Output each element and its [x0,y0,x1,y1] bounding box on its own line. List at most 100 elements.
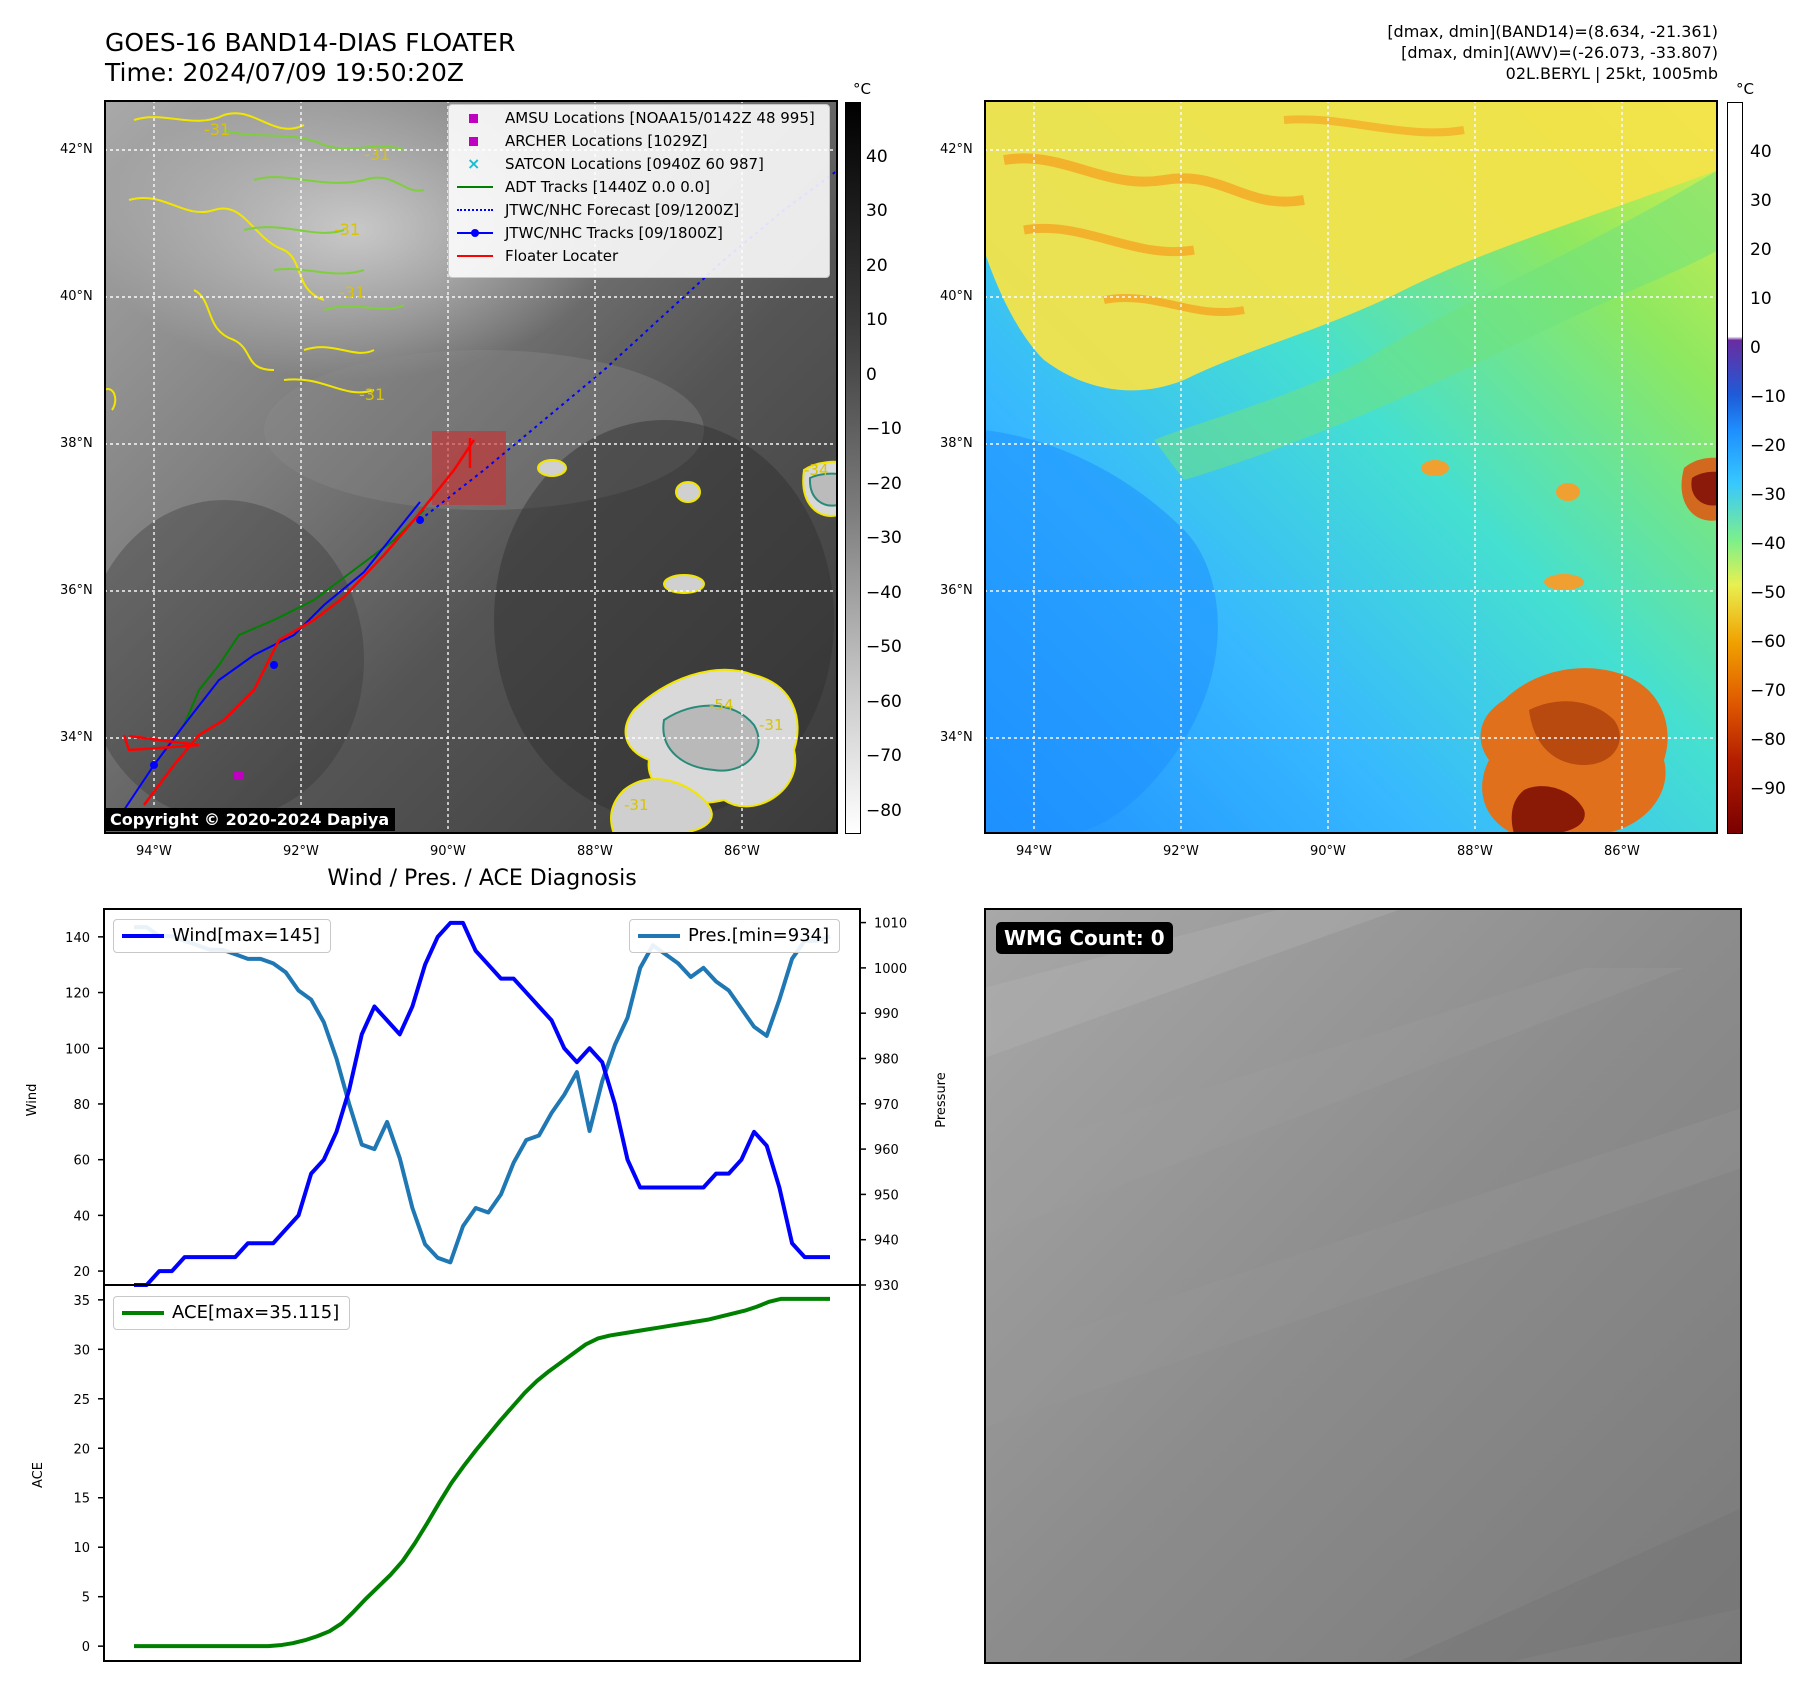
gray-colorbar [845,102,861,834]
lat-tick: 36°N [940,583,973,598]
color-colorbar-tick: −30 [1750,485,1786,505]
gray-colorbar-tick: −30 [866,528,902,548]
ace-tick-label: 20 [73,1442,90,1457]
lat-tick: 42°N [60,142,93,157]
wind-pressure-axes: 20 40 60 80 100 120 140 930 940 950 960 970 980 990 10… [65,908,907,1294]
contour-label: -31 [359,385,385,404]
track-point [270,661,278,669]
diagnosis-title: Wind / Pres. / ACE Diagnosis [327,866,637,891]
title-line-1: GOES-16 BAND14-DIAS FLOATER [105,28,516,57]
wind-series-line [134,920,830,1287]
color-colorbar-tick: −40 [1750,534,1786,554]
pressure-tick-label: 970 [874,1098,899,1113]
lon-tick: 90°W [430,844,466,859]
lat-tick: 34°N [940,730,973,745]
pressure-axis-label: Pressure [934,1072,949,1128]
contour-label: -31 [339,283,365,302]
gray-colorbar-tick: −60 [866,692,902,712]
info-line-1: [dmax, dmin](BAND14)=(8.634, -21.361) [1387,22,1718,41]
pressure-series-line [134,925,831,1265]
wind-tick-label: 80 [73,1098,90,1113]
amsu-location-marker [234,771,243,780]
lat-tick: 40°N [940,289,973,304]
color-colorbar-tick: −20 [1750,436,1786,456]
wv-map-image [984,100,1718,834]
ir-map-panel: -31 -31 -31 -31 -31 -34 -54 -31 -31 AMSU… [84,80,839,835]
color-colorbar-tick: 10 [1750,289,1772,309]
color-colorbar-tick: −70 [1750,681,1786,701]
floater-locater-track [122,734,200,752]
color-colorbar-ticks: 40 30 20 10 0 −10 −20 −30 −40 −50 −60 −7… [1750,102,1794,834]
gray-colorbar-tick: 20 [866,256,888,276]
wind-tick-label: 20 [73,1265,90,1280]
pressure-legend-label: Pres.[min=934] [688,925,830,946]
title-line-2: Time: 2024/07/09 19:50:20Z [105,58,464,87]
gray-colorbar-tick: 30 [866,201,888,221]
lat-tick: 36°N [60,583,93,598]
copyright-badge: Copyright © 2020-2024 Dapiya [104,808,396,831]
map-legend: AMSU Locations [NOAA15/0142Z 48 995] ARC… [448,104,830,278]
ace-axes: 0 5 10 15 20 25 30 35 [73,1284,861,1662]
color-colorbar-tick: 40 [1750,142,1772,162]
pressure-tick-label: 940 [874,1234,899,1249]
wind-legend: Wind[max=145] [113,919,331,953]
ace-tick-label: 25 [73,1393,90,1408]
wmg-count-badge: WMG Count: 0 [996,922,1173,954]
wind-legend-label: Wind[max=145] [172,925,320,946]
wmg-panel: WMG Count: 0 [984,908,1742,1668]
gray-colorbar-tick: −80 [866,801,902,821]
ace-axis-label: ACE [31,1462,46,1488]
contour-label: -31 [624,796,649,814]
wmg-frame [984,908,1742,1664]
legend-item-forecast: JTWC/NHC Forecast [09/1200Z] [457,199,739,221]
legend-item-floater: Floater Locater [457,245,618,267]
dotted-line-icon [457,209,493,211]
ace-tick-label: 0 [82,1640,90,1655]
wind-tick-label: 140 [65,931,90,946]
lat-tick: 40°N [60,289,93,304]
info-line-3: 02L.BERYL | 25kt, 1005mb [1505,64,1718,83]
wind-axis-label: Wind [25,1084,40,1117]
wind-tick-label: 60 [73,1154,90,1169]
legend-item-archer: ARCHER Locations [1029Z] [457,130,708,152]
contour-label: -31 [334,220,360,239]
color-colorbar-unit: °C [1736,80,1754,98]
lat-tick: 38°N [60,436,93,451]
color-colorbar-tick: 0 [1750,338,1761,358]
pressure-tick-label: 1000 [874,962,907,977]
gray-colorbar-tick: 40 [866,147,888,167]
line-marker-icon [457,186,493,188]
lon-tick: 88°W [1457,844,1493,859]
lon-tick: 88°W [577,844,613,859]
wind-tick-label: 120 [65,987,90,1002]
line-marker-icon [122,1311,164,1315]
ir-map-frame [104,100,838,834]
lon-tick: 92°W [283,844,319,859]
wmg-image [984,908,1742,1668]
gray-colorbar-tick: 10 [866,310,888,330]
lon-tick: 94°W [1016,844,1052,859]
ace-legend-label: ACE[max=35.115] [172,1302,340,1323]
pressure-tick-label: 930 [874,1279,899,1294]
contour-label: -34 [804,461,829,479]
square-marker-icon [469,137,478,146]
ace-tick-label: 15 [73,1492,90,1507]
gray-colorbar-tick: −10 [866,419,902,439]
line-marker-icon [122,934,164,938]
wv-map-frame [984,100,1718,834]
legend-item-amsu: AMSU Locations [NOAA15/0142Z 48 995] [457,107,815,129]
contour-label: -31 [204,120,230,139]
ace-tick-label: 10 [73,1541,90,1556]
lon-tick: 86°W [1604,844,1640,859]
line-marker-icon [457,255,493,257]
ir-lat-axis: 42°N 40°N 38°N 36°N 34°N [54,100,100,834]
wv-lon-axis: 94°W 92°W 90°W 88°W 86°W [984,834,1718,859]
pressure-tick-label: 960 [874,1143,899,1158]
lon-tick: 86°W [724,844,760,859]
color-colorbar-tick: 20 [1750,240,1772,260]
contour-label: -31 [364,145,390,164]
dot-icon [471,229,479,237]
lat-tick: 42°N [940,142,973,157]
wind-tick-label: 40 [73,1209,90,1224]
ir-lon-axis: 94°W 92°W 90°W 88°W 86°W [104,834,838,859]
